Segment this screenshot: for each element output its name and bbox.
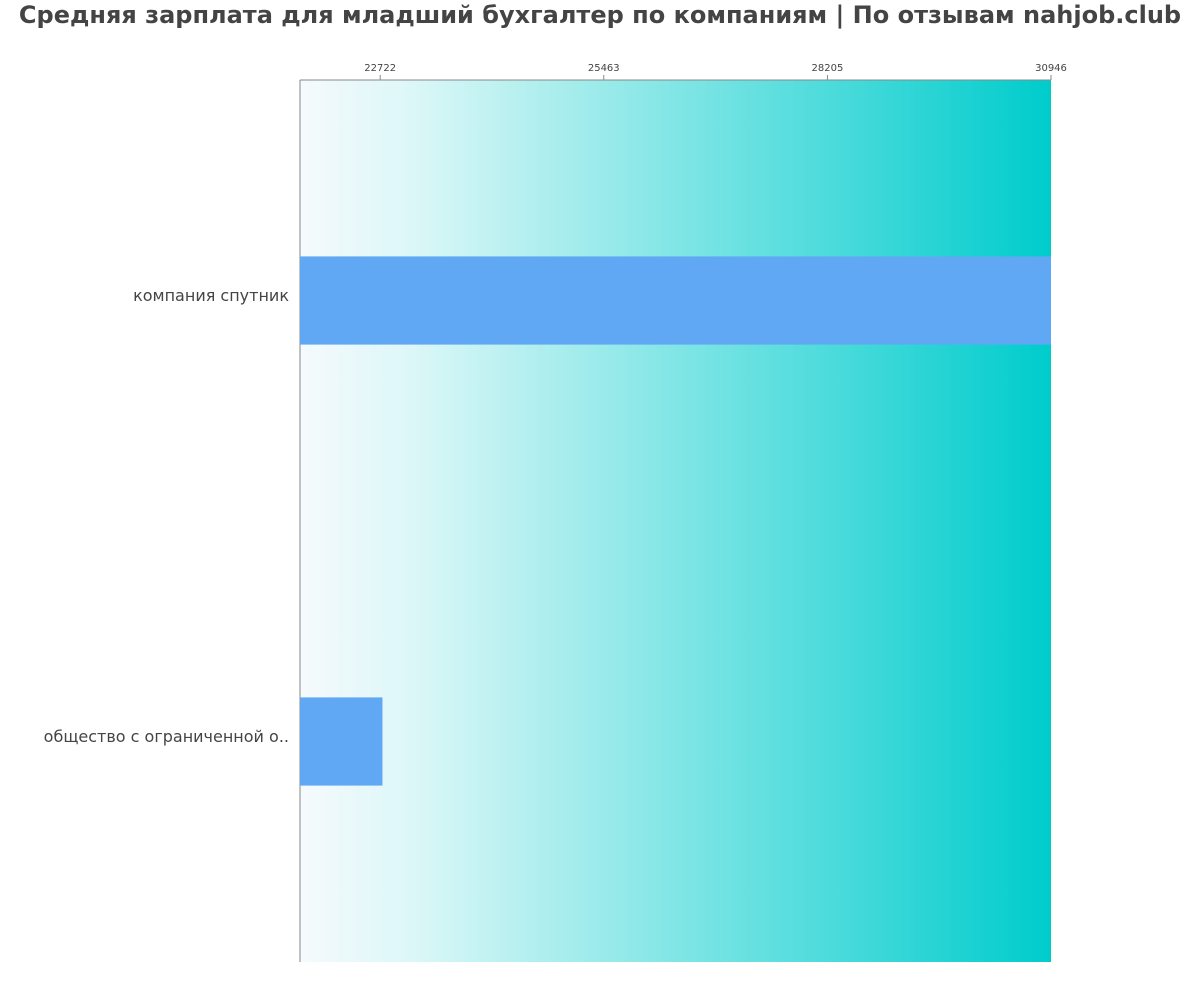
x-tick-label: 30946 [1035, 63, 1067, 74]
chart-title: Средняя зарплата для младший бухгалтер п… [19, 1, 1181, 29]
y-tick-label: компания спутник [133, 286, 289, 305]
y-tick-label: общество с ограниченной о.. [44, 727, 289, 746]
bar [300, 697, 383, 786]
x-tick-label: 22722 [364, 63, 396, 74]
x-tick-label: 28205 [812, 63, 844, 74]
bar [300, 256, 1051, 345]
plot-background [300, 80, 1051, 962]
x-tick-label: 25463 [588, 63, 620, 74]
